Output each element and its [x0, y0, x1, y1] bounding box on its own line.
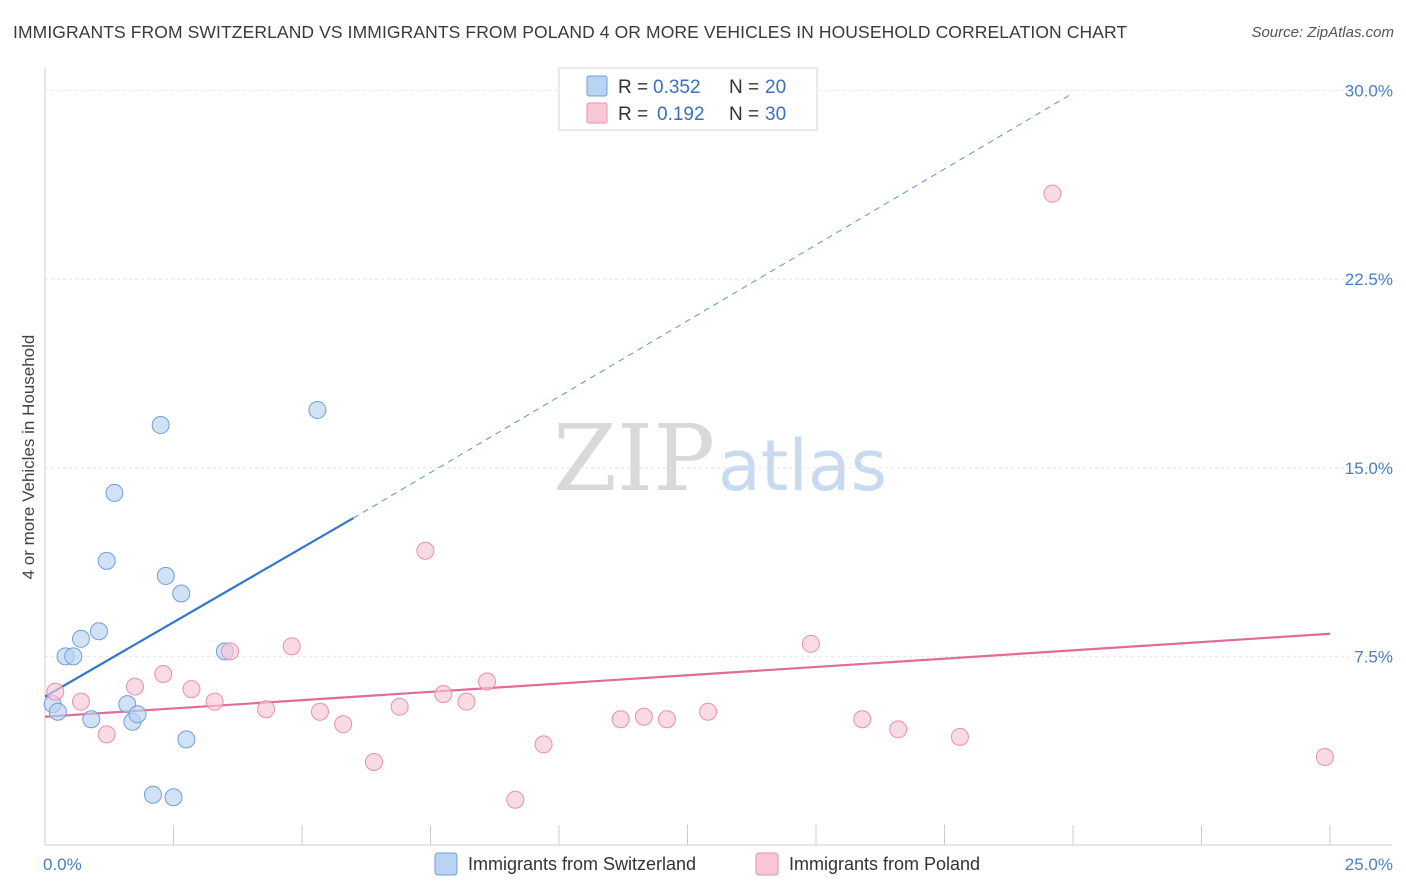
tick-labels: 7.5% 15.0% 22.5% 30.0% 0.0% 25.0%	[43, 82, 1393, 874]
data-points	[43, 184, 1334, 809]
legend-r-value-poland: 0.192	[657, 104, 705, 125]
bottom-legend-swatch-poland	[755, 852, 779, 876]
point-poland-3	[125, 677, 144, 696]
bottom-legend-label-switzerland: Immigrants from Switzerland	[468, 854, 696, 874]
trend-line-dashed-switzerland	[353, 92, 1074, 519]
x-tick-label-0: 0.0%	[43, 855, 82, 874]
axes	[44, 68, 1392, 846]
legend-n-label-poland: N =	[729, 104, 759, 125]
point-switzerland-3	[64, 647, 83, 666]
watermark-atlas: atlas	[718, 425, 887, 507]
y-tick-label-3: 30.0%	[1345, 82, 1393, 101]
point-poland-17	[478, 672, 497, 691]
bottom-legend: Immigrants from Switzerland Immigrants f…	[434, 852, 980, 876]
point-poland-20	[611, 710, 630, 729]
y-tick-label-1: 15.0%	[1345, 459, 1393, 478]
point-switzerland-6	[89, 622, 108, 641]
point-poland-22	[657, 710, 676, 729]
chart-title: IMMIGRANTS FROM SWITZERLAND VS IMMIGRANT…	[13, 22, 1128, 42]
trend-lines	[44, 92, 1331, 718]
point-poland-28	[1043, 184, 1062, 203]
point-poland-29	[1315, 747, 1334, 766]
gridlines	[45, 90, 1392, 657]
point-poland-19	[534, 735, 553, 754]
point-switzerland-19	[308, 400, 327, 419]
point-switzerland-15	[164, 788, 183, 807]
point-poland-13	[390, 697, 409, 716]
point-poland-18	[506, 790, 525, 809]
point-poland-0	[46, 682, 65, 701]
point-switzerland-7	[97, 551, 116, 570]
point-switzerland-8	[105, 483, 124, 502]
y-tick-label-2: 22.5%	[1345, 270, 1393, 289]
point-poland-21	[634, 707, 653, 726]
bottom-legend-swatch-switzerland	[434, 852, 458, 876]
point-switzerland-16	[172, 584, 191, 603]
point-poland-9	[282, 637, 301, 656]
x-tick-label-1: 25.0%	[1345, 855, 1393, 874]
point-switzerland-17	[177, 730, 196, 749]
legend-swatch-poland	[586, 102, 608, 124]
point-switzerland-5	[82, 710, 101, 729]
top-legend: R = 0.352 N = 20 R = 0.192 N = 30	[558, 67, 818, 131]
point-poland-8	[257, 700, 276, 719]
legend-n-value-poland: 30	[765, 104, 786, 125]
point-poland-14	[416, 541, 435, 560]
point-poland-16	[457, 692, 476, 711]
point-poland-26	[889, 720, 908, 739]
point-poland-2	[97, 725, 116, 744]
y-axis-title: 4 or more Vehicles in Household	[19, 335, 38, 580]
point-poland-27	[950, 727, 969, 746]
legend-n-label-switzerland: N =	[729, 77, 759, 98]
point-poland-15	[434, 685, 453, 704]
point-switzerland-13	[151, 416, 170, 435]
point-poland-7	[221, 642, 240, 661]
point-poland-10	[310, 702, 329, 721]
trend-line-switzerland	[44, 517, 354, 698]
point-poland-1	[71, 692, 90, 711]
point-switzerland-12	[143, 785, 162, 804]
legend-r-label-poland: R =	[618, 104, 648, 125]
legend-swatch-switzerland	[586, 75, 608, 97]
point-poland-11	[334, 715, 353, 734]
source-credit: Source: ZipAtlas.com	[1251, 24, 1394, 41]
point-switzerland-1	[48, 702, 67, 721]
point-switzerland-11	[128, 705, 147, 724]
point-poland-23	[699, 702, 718, 721]
y-tick-label-0: 7.5%	[1354, 647, 1393, 666]
point-poland-25	[853, 710, 872, 729]
legend-r-value-switzerland: 0.352	[653, 77, 701, 98]
point-poland-24	[801, 634, 820, 653]
point-poland-12	[364, 753, 383, 772]
point-poland-6	[205, 692, 224, 711]
point-poland-5	[182, 680, 201, 699]
point-switzerland-14	[156, 566, 175, 585]
bottom-legend-label-poland: Immigrants from Poland	[789, 854, 980, 874]
trend-line-poland	[44, 632, 1331, 718]
legend-r-label-switzerland: R =	[618, 77, 648, 98]
point-poland-4	[154, 664, 173, 683]
legend-n-value-switzerland: 20	[765, 77, 786, 98]
watermark-zip: ZIP	[553, 405, 715, 512]
point-switzerland-4	[71, 629, 90, 648]
